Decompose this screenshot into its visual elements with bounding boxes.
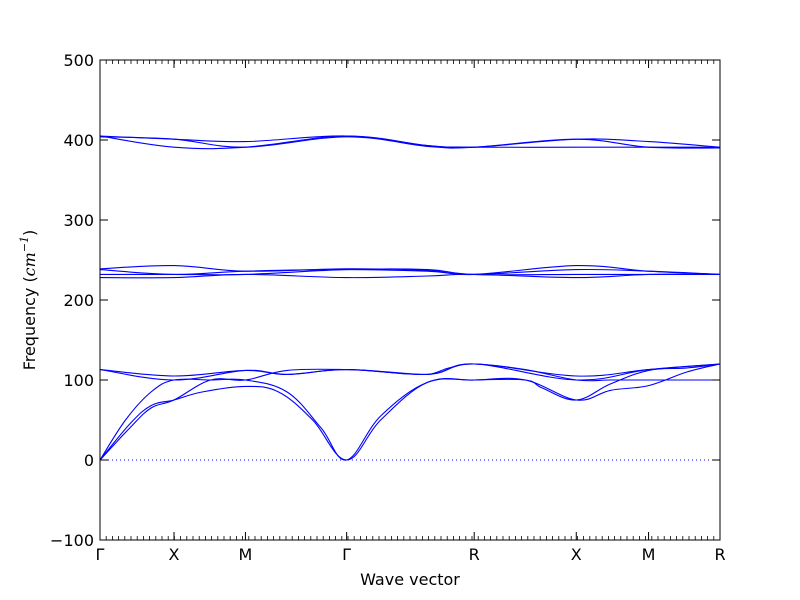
- y-axis-unit-exponent: −1: [18, 236, 31, 252]
- plot-frame: [99, 59, 721, 541]
- y-tick-label: 500: [63, 51, 94, 70]
- band-line-3: [99, 363, 720, 461]
- y-axis-label-text: Frequency (: [20, 276, 39, 370]
- band-line-7: [100, 268, 720, 276]
- x-tick-label: M: [642, 545, 656, 564]
- x-tick-label: Γ: [96, 545, 105, 564]
- band-line-4: [99, 363, 721, 461]
- x-tick-label: X: [571, 545, 582, 564]
- y-ticks: −100 0 100 200 300 400 500: [50, 51, 720, 550]
- band-line-8: [99, 268, 721, 275]
- y-tick-label: 400: [63, 131, 94, 150]
- y-tick-label: 200: [63, 291, 94, 310]
- x-tick-label: R: [714, 545, 725, 564]
- y-axis-label-close: ): [20, 230, 39, 236]
- y-tick-label: −100: [50, 531, 94, 550]
- band-line-9: [99, 265, 721, 276]
- band-line-2: [99, 363, 721, 381]
- y-tick-label: 300: [63, 211, 94, 230]
- y-tick-label: 100: [63, 371, 94, 390]
- x-tick-label: R: [469, 545, 480, 564]
- y-tick-label: 0: [84, 451, 94, 470]
- band-line-5: [99, 363, 721, 461]
- y-axis-unit-base: cm: [20, 252, 39, 276]
- x-axis-label: Wave vector: [360, 570, 460, 589]
- y-axis-label: Frequency (cm−1): [18, 230, 39, 371]
- band-line-11: [99, 135, 720, 150]
- x-tick-label: M: [239, 545, 253, 564]
- series-layer: [99, 135, 721, 461]
- x-tick-label: Γ: [342, 545, 351, 564]
- x-tick-label: X: [169, 545, 180, 564]
- band-line-6: [99, 273, 721, 279]
- band-line-12: [99, 136, 721, 149]
